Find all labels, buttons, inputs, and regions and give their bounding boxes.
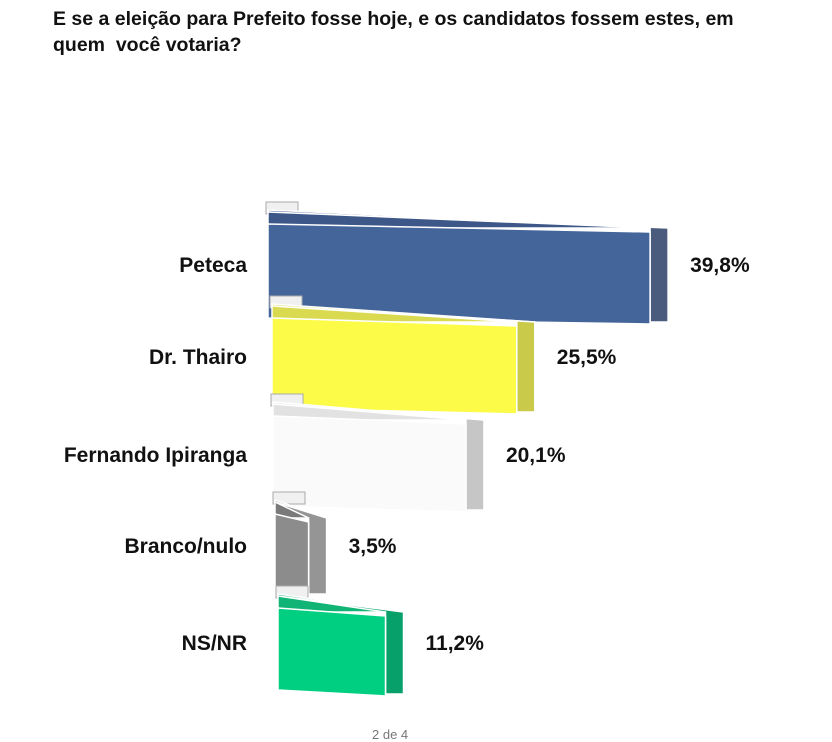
category-label: Branco/nulo — [124, 535, 247, 558]
bar-side-face — [274, 501, 328, 595]
bar-1 — [267, 223, 651, 325]
bar-4 — [274, 513, 310, 597]
bar-2 — [271, 317, 518, 415]
category-label: Dr. Thairo — [149, 346, 247, 369]
axis-wall-segment — [272, 491, 306, 505]
bar-side-face — [277, 595, 405, 695]
value-label: 11,2% — [426, 632, 485, 655]
value-label: 20,1% — [506, 444, 566, 467]
bar-side-face — [267, 211, 669, 323]
bar-side-face — [272, 403, 485, 511]
bar-5 — [277, 607, 387, 697]
value-label: 39,8% — [690, 254, 750, 277]
page-indicator: 2 de 4 — [372, 727, 409, 742]
category-label: Fernando Ipiranga — [64, 444, 248, 467]
bar-side-face — [271, 305, 536, 413]
category-label: Peteca — [179, 254, 247, 277]
category-label: NS/NR — [182, 632, 247, 655]
bar-3 — [272, 415, 467, 513]
chart-title: E se a eleição para Prefeito fosse hoje,… — [53, 8, 734, 56]
value-label: 25,5% — [557, 346, 617, 369]
value-label: 3,5% — [349, 535, 397, 558]
